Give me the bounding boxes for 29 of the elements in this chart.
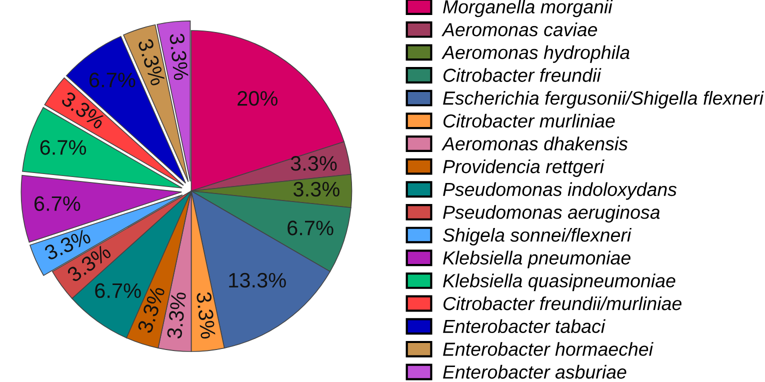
legend-label: Enterobacter hormaechei bbox=[443, 342, 654, 356]
data-label: 3.3% bbox=[169, 33, 189, 80]
legend-label: Pseudomonas aeruginosa bbox=[443, 205, 660, 223]
legend-label: Aeromonas dhakensis bbox=[442, 136, 628, 150]
legend-label: Citrobacter freundii/murliniae bbox=[443, 296, 682, 310]
legend-label: Aeromonas hydrophila bbox=[442, 45, 630, 63]
data-label: 3.3% bbox=[166, 292, 186, 339]
legend-label: Pseudomonas indoloxydans bbox=[443, 182, 677, 200]
data-label: 3.3% bbox=[290, 156, 337, 171]
legend-label: Citrobacter murliniae bbox=[443, 114, 615, 128]
legend-label: Escherichia fergusonii/Shigella flexneri bbox=[443, 91, 764, 108]
data-label: 6.7% bbox=[40, 140, 86, 155]
data-label: 13.3% bbox=[229, 272, 286, 288]
legend-label: Aeromonas caviae bbox=[442, 22, 598, 36]
legend-label: Shigela sonnei/flexneri bbox=[442, 228, 632, 246]
legend-label: Enterobacter asburiae bbox=[443, 364, 626, 379]
legend-label: Klebsiella quasipneumoniae bbox=[443, 274, 676, 292]
legend-label: Klebsiella pneumoniae bbox=[443, 250, 630, 268]
data-label: 6.7% bbox=[34, 196, 80, 211]
data-label: 3.3% bbox=[196, 292, 216, 339]
legend-label: Morganella morganii bbox=[443, 0, 613, 18]
data-label: 6.7% bbox=[288, 220, 334, 236]
legend-label: Providencia rettgeri bbox=[443, 159, 604, 177]
data-label: 6.7% bbox=[90, 72, 136, 88]
legend-label: Citrobacter freundii bbox=[443, 68, 602, 82]
legend-label: Enterobacter tabaci bbox=[443, 319, 606, 334]
data-label: 20% bbox=[238, 91, 278, 106]
data-label: 3.3% bbox=[138, 38, 166, 86]
data-label: 3.3% bbox=[294, 182, 340, 197]
